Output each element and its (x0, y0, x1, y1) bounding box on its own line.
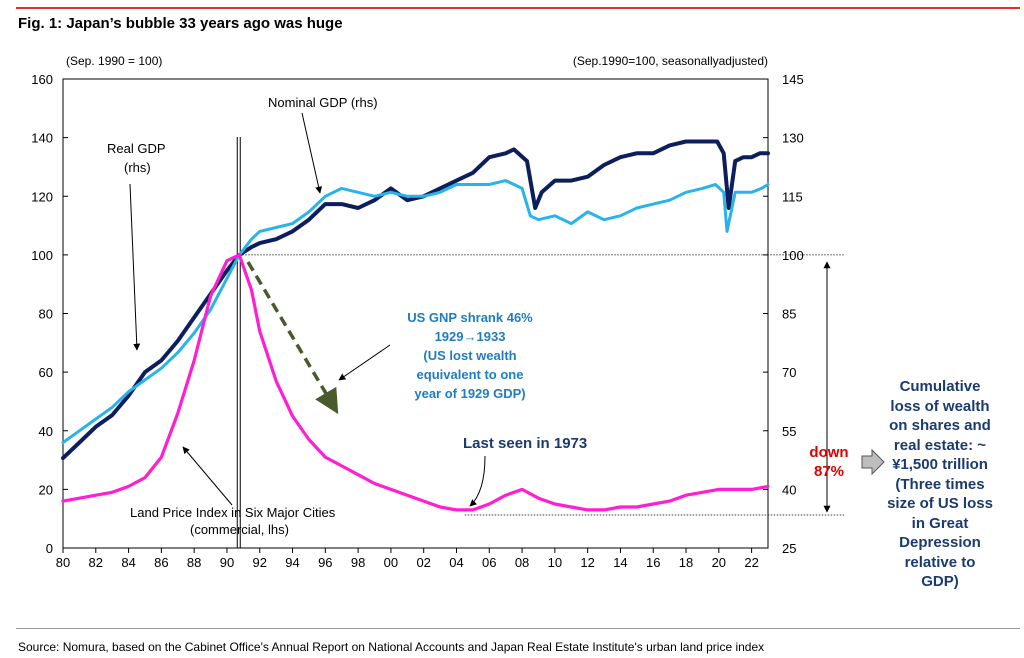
pointer-arrow-icon (861, 448, 885, 476)
x-tick-label: 96 (318, 555, 332, 570)
x-tick-label: 94 (285, 555, 299, 570)
right-tick-label: 55 (782, 424, 796, 439)
x-tick-label: 04 (449, 555, 463, 570)
left-tick-label: 80 (39, 307, 53, 322)
x-tick-label: 16 (646, 555, 660, 570)
x-tick-label: 82 (89, 555, 103, 570)
series-group (61, 139, 770, 512)
x-tick-label: 08 (515, 555, 529, 570)
x-tick-label: 86 (154, 555, 168, 570)
x-tick-label: 92 (253, 555, 267, 570)
left-tick-label: 40 (39, 424, 53, 439)
rhs-unit-label: (Sep.1990=100, seasonallyadjusted) (573, 54, 768, 68)
right-tick-label: 145 (782, 72, 804, 87)
last-seen-arrow (469, 455, 486, 507)
nominal-gdp-arrow (301, 112, 323, 194)
right-tick-label: 100 (782, 248, 804, 263)
source-note: Source: Nomura, based on the Cabinet Off… (18, 640, 765, 654)
lhs-unit-label: (Sep. 1990 = 100) (66, 54, 162, 68)
side-line-4: real estate: ~ (893, 436, 987, 454)
nominal-gdp-label: Nominal GDP (rhs) (268, 95, 378, 110)
nominal-gdp-line (61, 139, 770, 461)
side-line-7: size of US loss (887, 495, 993, 512)
us-decline-arrow (246, 261, 339, 415)
down-word: down (809, 444, 849, 461)
real-gdp-label: Real GDP (107, 141, 166, 156)
chart-title: Fig. 1: Japan’s bubble 33 years ago was … (18, 15, 343, 32)
x-tick-label: 18 (679, 555, 693, 570)
last-seen-label: Last seen in 1973 (463, 435, 587, 452)
down-note: down 87% (800, 443, 858, 481)
side-line-3: on shares and (889, 417, 991, 434)
x-tick-label: 14 (613, 555, 627, 570)
x-tick-label: 80 (56, 555, 70, 570)
side-line-5: ¥1,500 trillion (892, 456, 988, 473)
x-tick-label: 84 (121, 555, 135, 570)
x-tick-label: 22 (744, 555, 758, 570)
us-gnp-note-line: year of 1929 GDP) (414, 386, 525, 401)
x-tick-label: 88 (187, 555, 201, 570)
x-tick-label: 90 (220, 555, 234, 570)
right-tick-label: 130 (782, 131, 804, 146)
us-note-arrow (338, 344, 391, 381)
x-tick-label: 98 (351, 555, 365, 570)
x-tick-label: 10 (548, 555, 562, 570)
side-line-10: relative to (904, 553, 976, 571)
us-gnp-note-line: (US lost wealth (423, 348, 516, 363)
left-tick-label: 20 (39, 482, 53, 497)
right-tick-label: 115 (782, 189, 803, 204)
x-tick-label: 12 (580, 555, 594, 570)
right-tick-label: 70 (782, 365, 796, 380)
side-line-1: Cumulative (899, 378, 981, 395)
axes: 0204060801001201401602540557085100115130… (31, 72, 803, 570)
source-rule (16, 628, 1020, 629)
left-tick-label: 100 (31, 248, 53, 263)
land-price-line (61, 253, 770, 512)
title-rule (16, 7, 1020, 9)
real-gdp-line (61, 179, 770, 444)
annotations: (Sep. 1990 = 100) (Sep.1990=100, seasonal… (66, 54, 885, 537)
x-tick-label: 06 (482, 555, 496, 570)
x-tick-label: 20 (712, 555, 726, 570)
right-tick-label: 40 (782, 482, 796, 497)
real-gdp-arrow (129, 183, 141, 351)
us-gnp-note-line: equivalent to one (417, 367, 524, 382)
left-tick-label: 0 (46, 541, 53, 556)
us-gnp-note-line: US GNP shrank 46% (407, 310, 533, 325)
side-line-9: Depression (899, 534, 981, 551)
right-tick-label: 25 (782, 541, 796, 556)
land-price-label-2: (commercial, lhs) (190, 522, 289, 537)
side-line-6: (Three times (895, 475, 985, 493)
land-price-label: Land Price Index in Six Major Cities (130, 505, 336, 520)
left-tick-label: 120 (31, 189, 53, 204)
left-tick-label: 160 (31, 72, 53, 87)
x-tick-label: 02 (416, 555, 430, 570)
side-line-2: loss of wealth (890, 397, 990, 415)
side-line-11: GDP) (921, 573, 959, 590)
real-gdp-label-2: (rhs) (124, 160, 151, 175)
right-tick-label: 85 (782, 307, 796, 322)
left-tick-label: 60 (39, 365, 53, 380)
reference-lines (236, 137, 845, 548)
side-line-8: in Great (911, 514, 969, 532)
left-tick-label: 140 (31, 131, 53, 146)
x-tick-label: 00 (384, 555, 398, 570)
down-percent: 87% (813, 463, 845, 480)
side-note: Cumulative loss of wealth on shares and … (878, 377, 1002, 592)
us-gnp-note-line: 1929→1933 (435, 329, 506, 344)
land-price-arrow (182, 446, 233, 506)
